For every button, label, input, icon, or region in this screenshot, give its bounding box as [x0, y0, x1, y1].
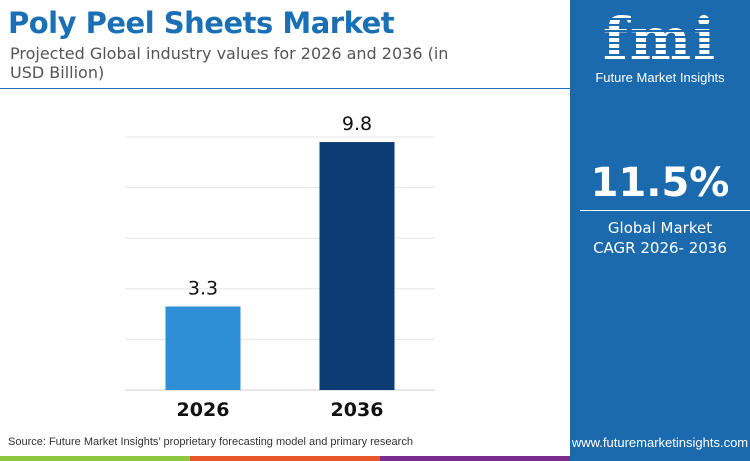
x-tick-label: 2036	[331, 399, 384, 421]
cagr-label-line2: CAGR 2026- 2036	[593, 239, 727, 257]
bar-2026	[165, 306, 241, 390]
cagr-value: 11.5%	[590, 160, 730, 206]
page-subtitle: Projected Global industry values for 202…	[10, 44, 449, 82]
bar-chart: 3.3 2026 9.8 2036	[125, 113, 435, 421]
cagr-label-line1: Global Market	[607, 219, 713, 237]
bar-2036	[319, 142, 395, 390]
data-label: 9.8	[342, 113, 372, 135]
cagr-divider	[580, 210, 750, 211]
data-label: 3.3	[188, 278, 218, 300]
source-note: Source: Future Market Insights’ propriet…	[8, 436, 413, 448]
cagr-label: Global Market CAGR 2026- 2036	[570, 218, 750, 258]
side-panel: fmi Future Market Insights 11.5% Global …	[570, 0, 750, 461]
stripe-purple	[380, 456, 570, 461]
brand-name: Future Market Insights	[595, 70, 725, 85]
x-tick-label: 2026	[177, 399, 230, 421]
stripe-orange	[190, 456, 380, 461]
fmi-logo: fmi Future Market Insights	[595, 8, 725, 85]
website-link[interactable]: www.futuremarketinsights.com	[571, 435, 749, 450]
page-title: Poly Peel Sheets Market	[8, 6, 395, 40]
stripe-green	[0, 456, 190, 461]
divider	[0, 88, 570, 89]
logo-mark: fmi	[595, 8, 725, 70]
